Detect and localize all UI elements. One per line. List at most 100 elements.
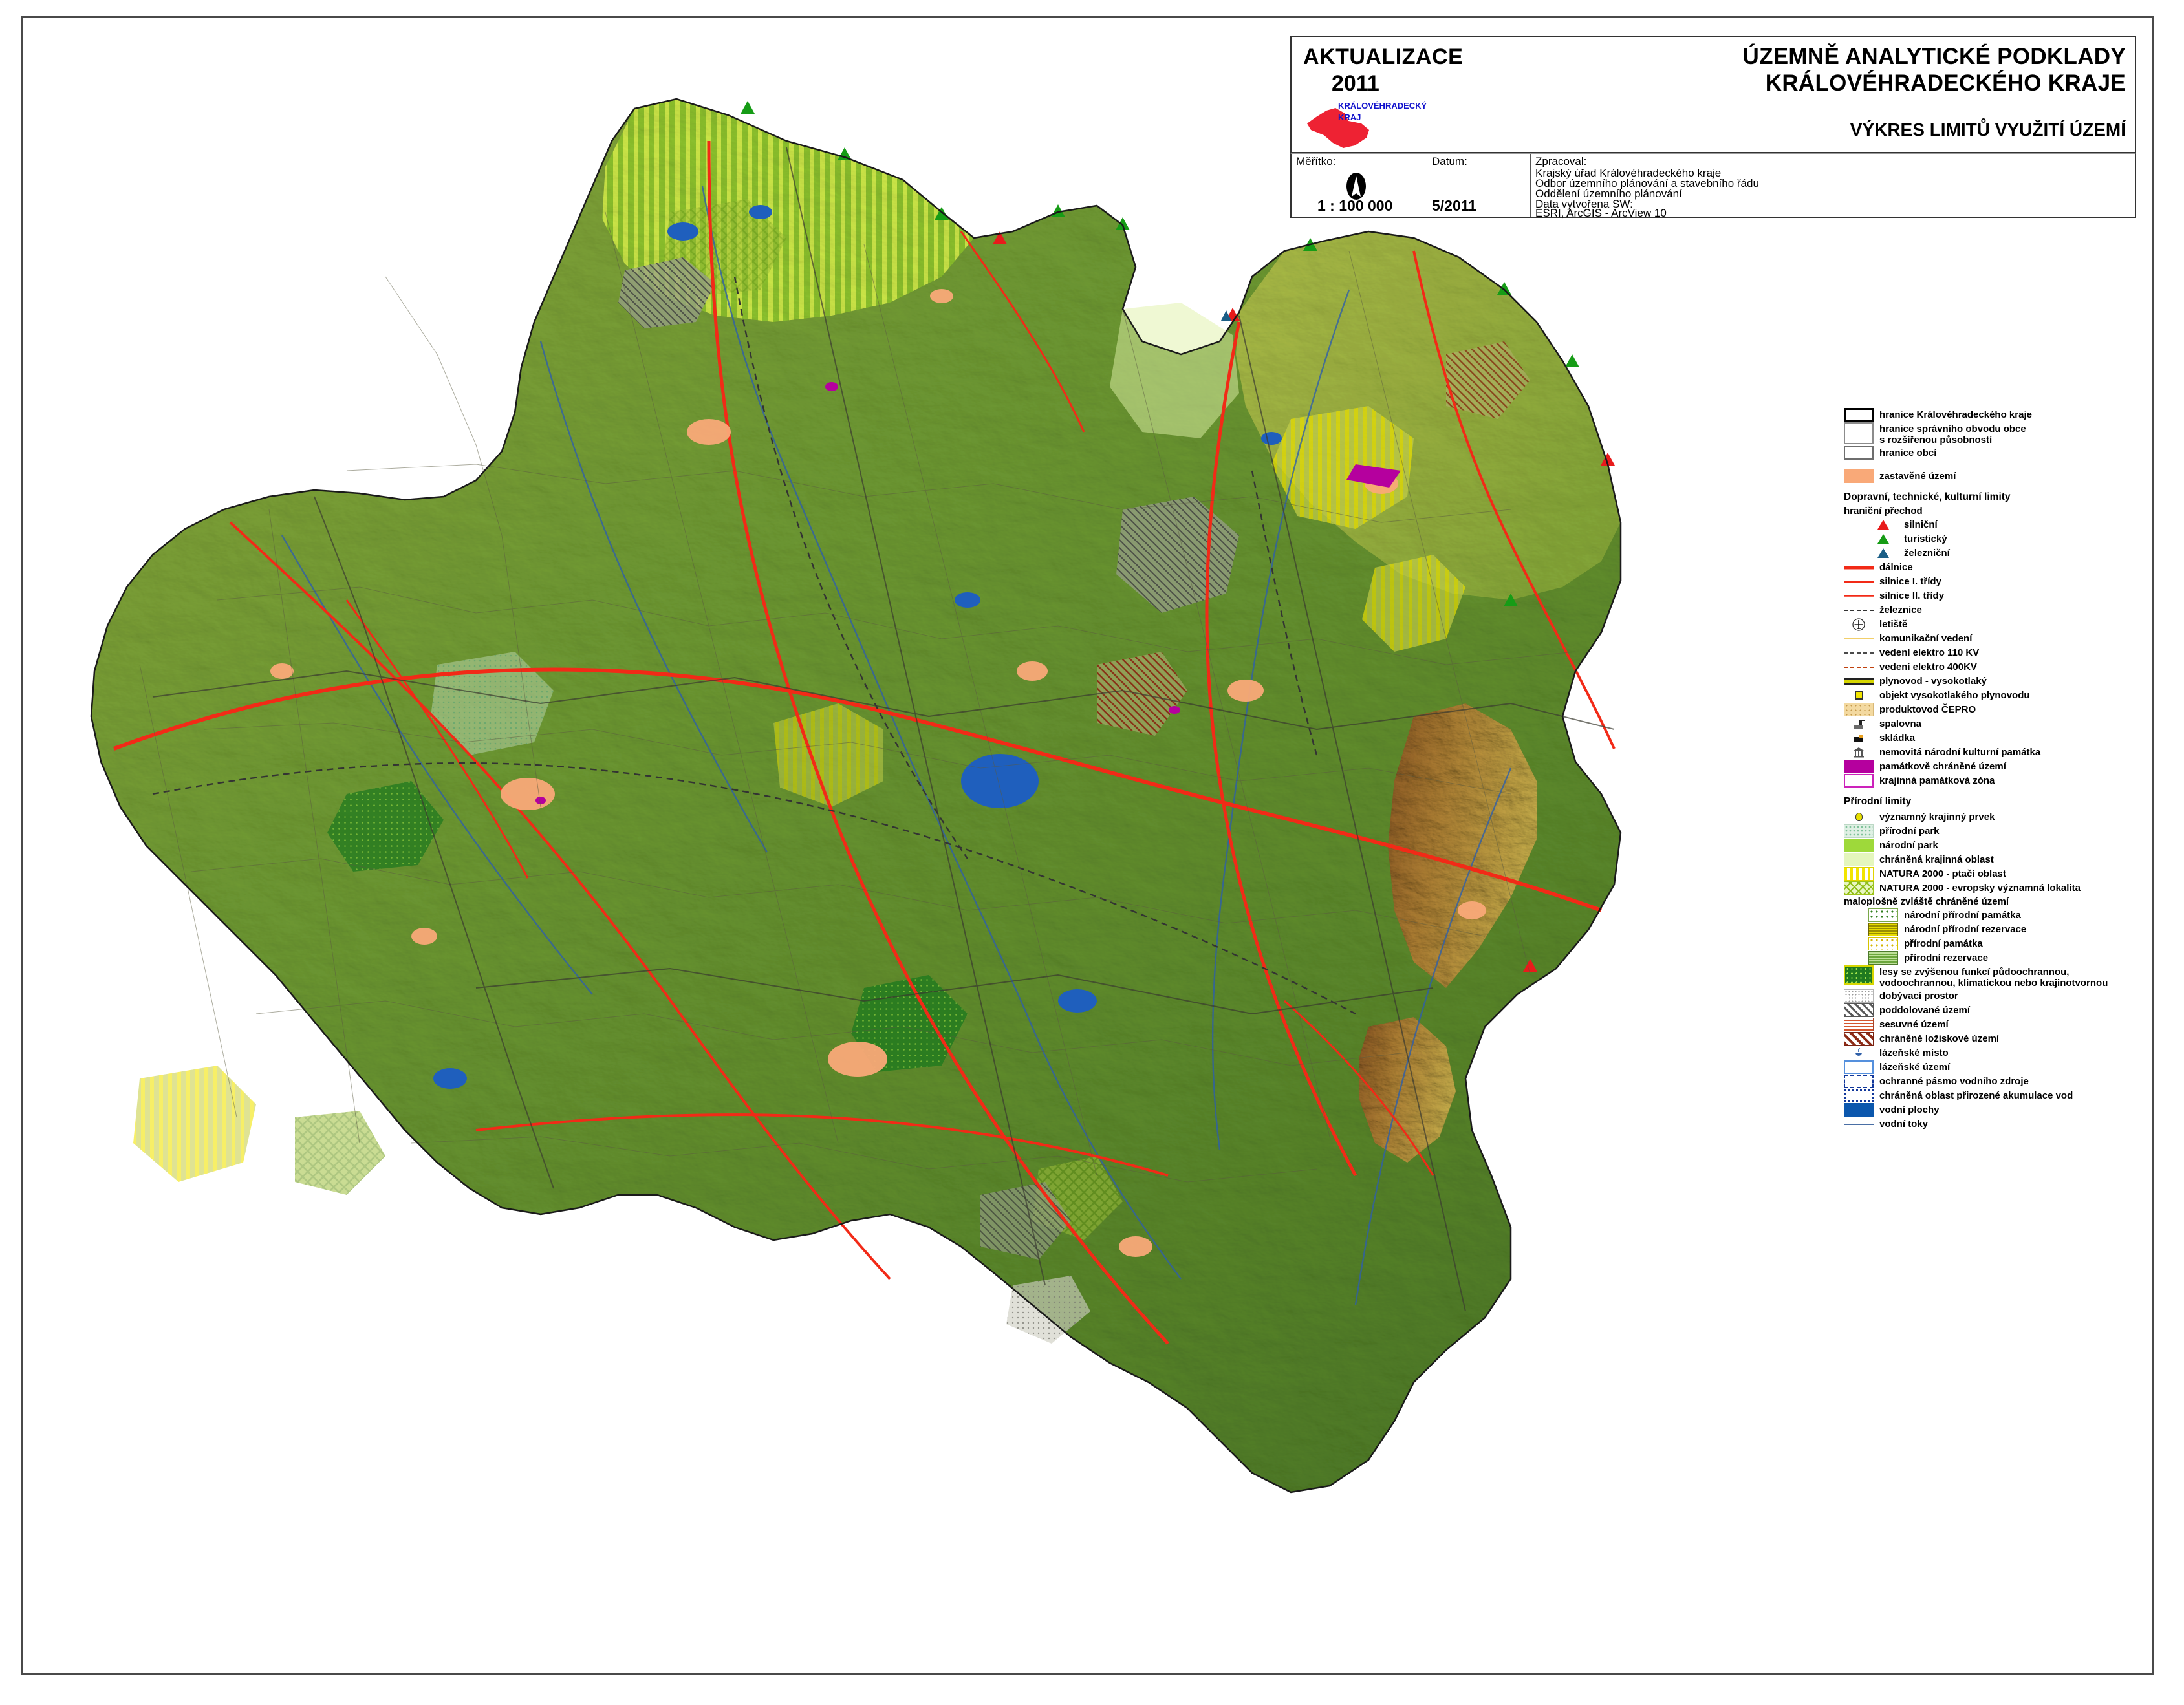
legend-label: dálnice — [1879, 562, 1913, 574]
watercourses — [281, 186, 1512, 1305]
region-name-label: KRÁLOVÉHRADECKÝ KRAJ — [1338, 101, 1427, 122]
water-bodies-swatch — [1844, 1103, 1874, 1117]
legend-label: skládka — [1879, 733, 1916, 744]
built-up-area-swatch — [1844, 469, 1874, 484]
legend-item-gas-object[interactable]: objekt vysokotlakého plynovodu — [1844, 689, 2148, 702]
line-power-110kv-icon — [1844, 646, 1874, 659]
legend-item-national-monument[interactable]: nemovitá národní kulturní památka — [1844, 745, 2148, 759]
legend-item-nature-monument[interactable]: přírodní památka — [1844, 937, 2148, 951]
legend-label: produktovod ČEPRO — [1879, 704, 1976, 716]
legend-subheader-small-protected: maloplošně zvláště chráněné území — [1844, 896, 2009, 908]
protected-deposit-area-swatch — [1844, 1032, 1874, 1046]
legend-item-motorway[interactable]: dálnice — [1844, 561, 2148, 574]
legend-item-watercourses[interactable]: vodní toky — [1844, 1117, 2148, 1131]
legend-label: významný krajinný prvek — [1879, 811, 1995, 823]
natura-sci-area-1 — [295, 1111, 385, 1195]
national-nature-reserve-swatch — [1868, 923, 1898, 937]
watercourses-line-icon — [1844, 1117, 1874, 1131]
legend-label: hranice správního obvodu obce s rozšířen… — [1879, 424, 2026, 446]
legend-item-cepro[interactable]: produktovod ČEPRO — [1844, 703, 2148, 717]
legend-item-landfill[interactable]: skládka — [1844, 731, 2148, 745]
legend-item-water-accumulation[interactable]: chráněná oblast přirozené akumulace vod — [1844, 1089, 2148, 1103]
legend-label: národní přírodní rezervace — [1904, 924, 2027, 936]
cepro-pipeline-swatch — [1844, 703, 1874, 717]
protected-landscape-area-swatch — [1844, 853, 1874, 867]
legend-label: vedení elektro 400KV — [1879, 661, 1977, 673]
legend-item-crossing-tourist[interactable]: turistický — [1844, 532, 2148, 546]
legend-item-road-class1[interactable]: silnice I. třídy — [1844, 575, 2148, 588]
boundary-kraj-swatch — [1844, 408, 1874, 422]
roads — [113, 140, 1616, 1345]
region-boundary-kraj — [90, 98, 1622, 1494]
legend-item-protective-forest[interactable]: lesy se zvýšenou funkcí půdoochrannou, v… — [1844, 965, 2148, 989]
region-silhouette-icon — [1307, 108, 1369, 148]
legend-label: lázeňské území — [1879, 1062, 1951, 1073]
legend-label: turistický — [1904, 533, 1947, 545]
legend-label: vedení elektro 110 KV — [1879, 647, 1980, 659]
line-road-class2-icon — [1844, 589, 1874, 603]
legend-item-boundary-obec[interactable]: hranice obcí — [1844, 446, 2148, 460]
legend-item-airport[interactable]: letiště — [1844, 617, 2148, 631]
legend-item-boundary-orp[interactable]: hranice správního obvodu obce s rozšířen… — [1844, 422, 2148, 445]
triangle-red-icon — [1868, 518, 1898, 531]
legend-item-spa-area[interactable]: lázeňské území — [1844, 1060, 2148, 1075]
railways — [152, 276, 1356, 1015]
legend-item-landscape-element[interactable]: významný krajinný prvek — [1844, 810, 2148, 824]
legend-item-landslide-area[interactable]: sesuvné území — [1844, 1018, 2148, 1032]
legend-label: ochranné pásmo vodního zdroje — [1879, 1076, 2029, 1088]
legend-item-chko[interactable]: chráněná krajinná oblast — [1844, 853, 2148, 867]
legend-item-water-source-protection[interactable]: ochranné pásmo vodního zdroje — [1844, 1075, 2148, 1089]
legend-label: hranice obcí — [1879, 447, 1937, 459]
legend-item-boundary-kraj[interactable]: hranice Královéhradeckého kraje — [1844, 408, 2148, 422]
water-source-protection-swatch — [1844, 1075, 1874, 1089]
legend-item-national-nature-reserve[interactable]: národní přírodní rezervace — [1844, 923, 2148, 937]
update-year: 2011 — [1332, 71, 1379, 96]
protective-forest-swatch — [1844, 965, 1874, 985]
legend-item-undermined-area[interactable]: poddolované území — [1844, 1003, 2148, 1018]
legend-label: národní přírodní památka — [1904, 910, 2021, 921]
legend-item-natura-bird[interactable]: NATURA 2000 - ptačí oblast — [1844, 867, 2148, 881]
legend-item-crossing-road[interactable]: silniční — [1844, 518, 2148, 531]
legend-item-gas-pipeline[interactable]: plynovod - vysokotlaký — [1844, 674, 2148, 688]
legend-item-power-400kv[interactable]: vedení elektro 400KV — [1844, 660, 2148, 674]
legend-item-national-park[interactable]: národní park — [1844, 839, 2148, 853]
legend-item-landscape-heritage-zone[interactable]: krajinná památková zóna — [1844, 774, 2148, 788]
mountain-ridge-east-2 — [1359, 1017, 1456, 1163]
legend-label: vodní plochy — [1879, 1104, 1940, 1116]
legend-label: národní park — [1879, 840, 1938, 852]
legend-item-natura-sci[interactable]: NATURA 2000 - evropsky významná lokalita — [1844, 881, 2148, 895]
legend-item-built-up[interactable]: zastavěné území — [1844, 469, 2148, 484]
legend-label: NATURA 2000 - ptačí oblast — [1879, 868, 2006, 880]
info-block: Měřítko: 1 : 100 000 Datum: 5/2011 Zprac… — [1290, 153, 2136, 219]
legend-item-mining-area[interactable]: dobývací prostor — [1844, 989, 2148, 1003]
legend-label: chráněná oblast přirozené akumulace vod — [1879, 1090, 2073, 1102]
legend-item-nature-reserve[interactable]: přírodní rezervace — [1844, 951, 2148, 965]
legend-item-incinerator[interactable]: spalovna — [1844, 717, 2148, 731]
sheet-frame: AKTUALIZACE 2011 KRÁLOVÉHRADECKÝ KRAJ ÚZ… — [21, 16, 2154, 1675]
legend-item-communication-line[interactable]: komunikační vedení — [1844, 632, 2148, 645]
map-canvas[interactable] — [23, 18, 1834, 1673]
undermined-area-swatch — [1844, 1003, 1874, 1018]
triangle-blue-icon — [1868, 546, 1898, 560]
nature-reserve-swatch — [1868, 951, 1898, 965]
legend-label: plynovod - vysokotlaký — [1879, 676, 1987, 687]
natura2000-bird-swatch — [1844, 867, 1874, 881]
legend-item-crossing-rail[interactable]: železniční — [1844, 546, 2148, 560]
legend-item-protected-deposit-area[interactable]: chráněné ložiskové území — [1844, 1032, 2148, 1046]
legend-section-nature: Přírodní limity — [1844, 796, 1912, 808]
legend-item-nature-park[interactable]: přírodní park — [1844, 824, 2148, 839]
legend-label: silniční — [1904, 519, 1938, 531]
legend-item-road-class2[interactable]: silnice II. třídy — [1844, 589, 2148, 603]
map-subtitle: VÝKRES LIMITŮ VYUŽITÍ ÚZEMÍ — [1850, 120, 2126, 140]
legend-item-power-110kv[interactable]: vedení elektro 110 KV — [1844, 646, 2148, 659]
legend-item-national-nature-monument[interactable]: národní přírodní památka — [1844, 908, 2148, 923]
legend-label: přírodní park — [1879, 826, 1940, 837]
legend-item-spa-place[interactable]: lázeňské místo — [1844, 1046, 2148, 1060]
line-railway-icon — [1844, 603, 1874, 617]
legend-item-railway[interactable]: železnice — [1844, 603, 2148, 617]
legend-subheader-border-crossing: hraniční přechod — [1844, 506, 1923, 517]
legend-item-water-bodies[interactable]: vodní plochy — [1844, 1103, 2148, 1117]
legend-item-heritage-area[interactable]: památkově chráněné území — [1844, 760, 2148, 774]
line-communication-icon — [1844, 632, 1874, 645]
region-terrain — [90, 98, 1622, 1494]
